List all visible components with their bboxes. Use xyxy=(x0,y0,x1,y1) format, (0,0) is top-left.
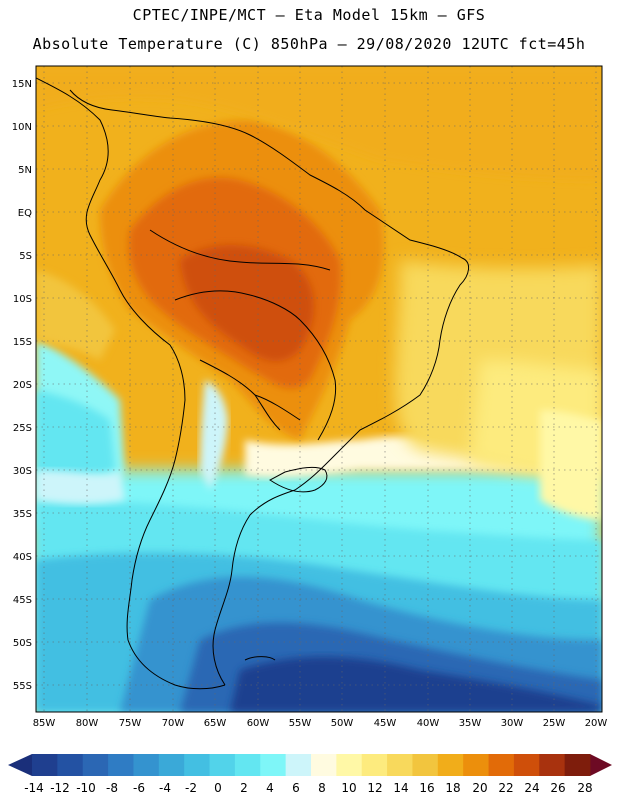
colorbar-swatch xyxy=(336,754,363,776)
lon-label: 40W xyxy=(417,718,440,729)
colorbar-swatch xyxy=(513,754,540,776)
colorbar-swatch xyxy=(361,754,388,776)
longitude-axis: 85W 80W 75W 70W 65W 60W 55W 50W 45W 40W … xyxy=(33,718,608,729)
colorbar-label: -14 xyxy=(24,781,44,795)
lat-label: EQ xyxy=(18,208,32,219)
latitude-axis: 15N 10N 5N EQ 5S 10S 15S 20S 25S 30S 35S… xyxy=(12,79,32,692)
colorbar-label: -6 xyxy=(133,781,145,795)
colorbar-swatch xyxy=(311,754,337,776)
lat-label: 15N xyxy=(12,79,32,90)
colorbar-swatch xyxy=(57,754,84,776)
lon-label: 50W xyxy=(331,718,354,729)
chart-title-line-2: Absolute Temperature (C) 850hPa — 29/08/… xyxy=(32,35,586,53)
colorbar-label: 18 xyxy=(445,781,460,795)
lon-label: 85W xyxy=(33,718,56,729)
colorbar-label: -10 xyxy=(76,781,96,795)
lat-label: 30S xyxy=(13,466,32,477)
colorbar-label: -8 xyxy=(106,781,118,795)
colorbar-swatch xyxy=(108,754,134,776)
colorbar-label: 14 xyxy=(393,781,408,795)
colorbar-label: -4 xyxy=(159,781,171,795)
colorbar-swatch xyxy=(488,754,515,776)
lon-label: 30W xyxy=(501,718,524,729)
colorbar-label: -12 xyxy=(50,781,70,795)
colorbar-swatch xyxy=(463,754,489,776)
colorbar-label: 16 xyxy=(419,781,434,795)
colorbar-low-arrow xyxy=(8,754,32,776)
lon-label: 75W xyxy=(119,718,142,729)
colorbar-swatch xyxy=(539,754,566,776)
colorbar-label: 8 xyxy=(318,781,326,795)
lat-label: 10S xyxy=(13,294,32,305)
colorbar-swatch xyxy=(82,754,109,776)
colorbar-label: 12 xyxy=(367,781,382,795)
colorbar-swatch xyxy=(387,754,413,776)
plot-frame xyxy=(35,65,603,713)
colorbar: -14 -12 -10 -8 -6 -4 -2 0 2 4 6 8 10 12 … xyxy=(8,754,612,795)
lat-label: 10N xyxy=(12,122,32,133)
colorbar-label: 26 xyxy=(550,781,565,795)
lat-label: 40S xyxy=(13,552,32,563)
lat-label: 5N xyxy=(18,165,32,176)
lat-label: 20S xyxy=(13,380,32,391)
colorbar-label: 10 xyxy=(341,781,356,795)
colorbar-label: -2 xyxy=(185,781,197,795)
lon-label: 55W xyxy=(289,718,312,729)
lon-label: 80W xyxy=(76,718,99,729)
lat-label: 55S xyxy=(13,681,32,692)
lon-label: 35W xyxy=(459,718,482,729)
colorbar-high-arrow xyxy=(590,754,612,776)
colorbar-swatch xyxy=(285,754,312,776)
colorbar-label: 0 xyxy=(214,781,222,795)
colorbar-label: 6 xyxy=(292,781,300,795)
colorbar-label: 28 xyxy=(577,781,592,795)
temperature-field xyxy=(36,66,602,712)
lat-label: 50S xyxy=(13,638,32,649)
coastlines xyxy=(36,77,469,690)
lat-label: 45S xyxy=(13,595,32,606)
colorbar-label: 22 xyxy=(498,781,513,795)
lon-label: 45W xyxy=(374,718,397,729)
colorbar-swatch xyxy=(184,754,210,776)
colorbar-swatch xyxy=(133,754,160,776)
colorbar-swatch xyxy=(234,754,261,776)
colorbar-swatch xyxy=(412,754,439,776)
lat-label: 25S xyxy=(13,423,32,434)
lon-label: 65W xyxy=(204,718,227,729)
colorbar-swatch xyxy=(209,754,236,776)
lon-label: 60W xyxy=(247,718,270,729)
colorbar-swatch xyxy=(158,754,185,776)
lon-label: 70W xyxy=(162,718,185,729)
chart-title-line-1: CPTEC/INPE/MCT — Eta Model 15km — GFS xyxy=(132,6,486,24)
colorbar-label: 20 xyxy=(472,781,487,795)
lat-label: 15S xyxy=(13,337,32,348)
lon-label: 25W xyxy=(543,718,566,729)
colorbar-swatch xyxy=(564,754,591,776)
graticule xyxy=(36,66,602,712)
colorbar-label: 2 xyxy=(240,781,248,795)
colorbar-swatch xyxy=(260,754,287,776)
lat-label: 5S xyxy=(19,251,32,262)
lon-label: 20W xyxy=(585,718,608,729)
colorbar-swatch xyxy=(32,754,58,776)
colorbar-swatch xyxy=(437,754,464,776)
lat-label: 35S xyxy=(13,509,32,520)
colorbar-label: 24 xyxy=(524,781,539,795)
colorbar-label: 4 xyxy=(266,781,274,795)
